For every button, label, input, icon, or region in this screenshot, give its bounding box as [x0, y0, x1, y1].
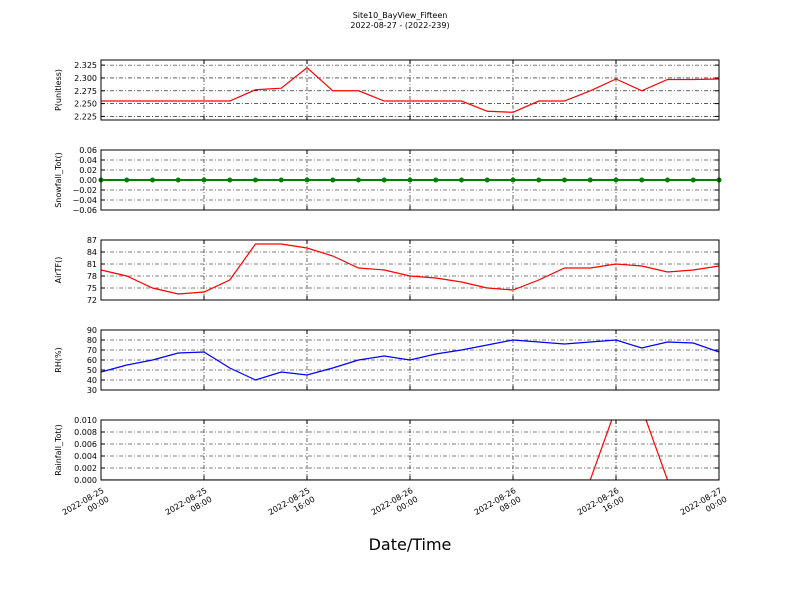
y-axis-label: P(unitless)	[54, 69, 63, 111]
data-point	[459, 177, 464, 183]
y-axis-label: Rainfall_Tot()	[54, 424, 63, 476]
y-tick-label: 2.275	[74, 87, 97, 96]
data-line	[101, 66, 719, 113]
data-line	[101, 243, 719, 295]
data-point	[330, 177, 336, 183]
y-tick-label: 0.006	[74, 440, 97, 449]
data-point	[613, 177, 619, 183]
data-point	[201, 177, 207, 183]
y-tick-label: 84	[87, 248, 97, 257]
y-axis-label: AirTF()	[54, 257, 63, 284]
y-tick-label: 70	[87, 346, 97, 355]
y-tick-label: 78	[87, 272, 97, 281]
data-point	[433, 177, 439, 183]
y-tick-label: 50	[87, 366, 97, 375]
data-point	[253, 177, 258, 183]
y-tick-label: 0.008	[74, 428, 97, 437]
data-point	[381, 177, 387, 183]
y-axis-label: Snowfall_Tot()	[54, 152, 63, 208]
data-point	[356, 177, 361, 183]
y-tick-label: 87	[87, 236, 97, 245]
data-point	[407, 177, 413, 183]
data-point	[278, 177, 284, 183]
y-tick-label: 30	[87, 386, 97, 395]
y-tick-label: 81	[87, 260, 97, 269]
data-point	[690, 177, 696, 183]
y-tick-label: 0.000	[74, 476, 97, 485]
data-point	[665, 177, 670, 183]
plot-frame	[100, 149, 720, 211]
chart-subtitle: 2022-08-27 - (2022-239)	[350, 21, 449, 30]
data-point	[639, 177, 645, 183]
y-tick-label: 0.02	[79, 166, 97, 175]
chart-title: Site10_BayView_Fifteen	[353, 11, 448, 20]
data-line	[101, 339, 719, 381]
y-tick-label: 90	[87, 326, 97, 335]
plot-frame	[100, 239, 720, 301]
y-tick-label: 2.325	[74, 61, 97, 70]
y-tick-label: 0.04	[79, 156, 97, 165]
data-point	[304, 177, 310, 183]
plot-frame	[100, 419, 720, 481]
y-tick-label: 80	[87, 336, 97, 345]
data-point	[587, 177, 593, 183]
y-tick-label: 75	[87, 284, 97, 293]
y-tick-label: −0.02	[72, 186, 97, 195]
y-tick-label: 60	[87, 356, 97, 365]
plot-frame	[100, 59, 720, 121]
y-tick-label: 2.225	[74, 112, 97, 121]
y-tick-label: 0.002	[74, 464, 97, 473]
y-tick-label: 40	[87, 376, 97, 385]
y-tick-label: 72	[87, 296, 97, 305]
y-axis-label: RH(%)	[54, 347, 63, 372]
y-tick-label: 0.00	[79, 176, 97, 185]
data-point	[175, 177, 181, 183]
y-tick-label: 0.004	[74, 452, 97, 461]
data-point	[484, 177, 490, 183]
y-tick-label: 0.06	[79, 146, 97, 155]
data-point	[510, 177, 516, 183]
data-point	[536, 177, 542, 183]
y-tick-label: −0.04	[72, 196, 97, 205]
data-point	[562, 177, 567, 183]
x-axis-label: Date/Time	[369, 535, 452, 554]
y-tick-label: 2.250	[74, 100, 97, 109]
data-point	[150, 177, 155, 183]
y-tick-label: 0.010	[74, 416, 97, 425]
data-point	[227, 177, 233, 183]
plot-frame	[100, 329, 720, 391]
y-tick-label: 2.300	[74, 74, 97, 83]
y-tick-label: −0.06	[72, 206, 97, 215]
data-point	[124, 177, 130, 183]
